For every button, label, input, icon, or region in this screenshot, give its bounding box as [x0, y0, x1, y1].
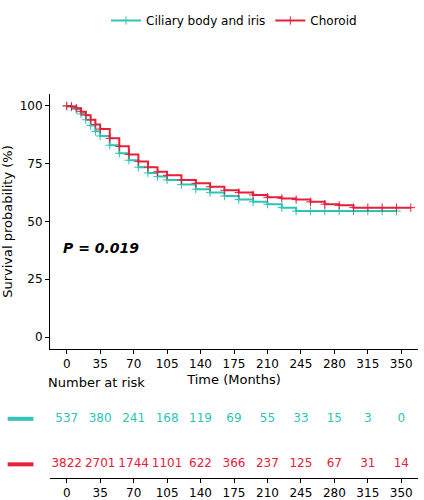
svg-text:33: 33 [293, 411, 308, 425]
svg-text:P = 0.019: P = 0.019 [63, 240, 139, 256]
svg-text:0: 0 [63, 357, 71, 371]
svg-text:315: 315 [356, 486, 379, 500]
svg-text:67: 67 [327, 456, 342, 470]
svg-text:380: 380 [89, 411, 112, 425]
svg-text:280: 280 [323, 486, 346, 500]
svg-text:15: 15 [327, 411, 342, 425]
svg-text:55: 55 [260, 411, 275, 425]
svg-text:0: 0 [397, 411, 405, 425]
svg-text:350: 350 [390, 357, 413, 371]
svg-text:3822: 3822 [51, 456, 82, 470]
svg-text:245: 245 [289, 357, 312, 371]
svg-text:366: 366 [223, 456, 246, 470]
svg-text:75: 75 [27, 157, 42, 171]
svg-text:237: 237 [256, 456, 279, 470]
svg-text:350: 350 [390, 486, 413, 500]
svg-text:175: 175 [223, 486, 246, 500]
svg-text:140: 140 [189, 357, 212, 371]
svg-text:70: 70 [126, 357, 141, 371]
svg-text:35: 35 [93, 486, 108, 500]
svg-text:1101: 1101 [152, 456, 183, 470]
svg-text:1744: 1744 [118, 456, 149, 470]
svg-text:622: 622 [189, 456, 212, 470]
svg-text:125: 125 [289, 456, 312, 470]
svg-text:Time (Months): Time (Months) [186, 372, 281, 387]
svg-text:315: 315 [356, 357, 379, 371]
svg-text:70: 70 [126, 486, 141, 500]
svg-text:31: 31 [360, 456, 375, 470]
svg-text:245: 245 [289, 486, 312, 500]
svg-text:0: 0 [63, 486, 71, 500]
svg-text:210: 210 [256, 357, 279, 371]
svg-text:210: 210 [256, 486, 279, 500]
svg-text:69: 69 [226, 411, 241, 425]
svg-text:Survival probability (%): Survival probability (%) [0, 145, 15, 298]
svg-text:105: 105 [156, 486, 179, 500]
svg-text:Number at risk: Number at risk [48, 375, 145, 390]
svg-text:Ciliary body and iris: Ciliary body and iris [146, 14, 265, 28]
svg-text:175: 175 [223, 357, 246, 371]
svg-text:241: 241 [122, 411, 145, 425]
svg-text:168: 168 [156, 411, 179, 425]
svg-text:0: 0 [35, 330, 43, 344]
svg-text:Choroid: Choroid [310, 14, 356, 28]
svg-text:35: 35 [93, 357, 108, 371]
svg-text:537: 537 [55, 411, 78, 425]
svg-text:140: 140 [189, 486, 212, 500]
svg-text:3: 3 [364, 411, 372, 425]
svg-text:105: 105 [156, 357, 179, 371]
svg-text:14: 14 [394, 456, 409, 470]
svg-text:100: 100 [20, 99, 43, 113]
svg-text:2701: 2701 [85, 456, 116, 470]
svg-text:119: 119 [189, 411, 212, 425]
svg-text:25: 25 [27, 272, 42, 286]
svg-text:280: 280 [323, 357, 346, 371]
svg-text:50: 50 [27, 215, 42, 229]
